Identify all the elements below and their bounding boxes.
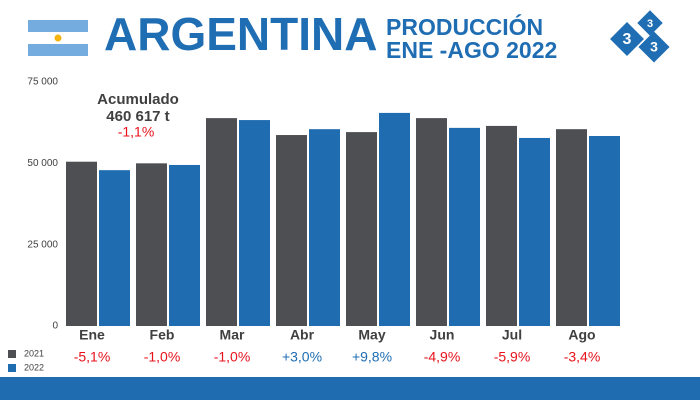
x-tick-label: Feb [150, 327, 175, 343]
bar [309, 129, 340, 326]
bar [206, 118, 237, 326]
y-tick-label: 75 000 [27, 77, 58, 88]
change-label: -1,0% [144, 349, 181, 365]
x-tick-label: Jun [430, 327, 455, 343]
bar [169, 164, 200, 326]
footer-band [0, 377, 700, 400]
bar [379, 112, 410, 326]
change-label: -5,1% [74, 349, 111, 365]
change-label: -5,9% [494, 349, 531, 365]
legend-swatch [8, 364, 16, 372]
x-tick-label: Ago [568, 327, 595, 343]
change-label: +3,0% [282, 349, 322, 365]
subtitle: PRODUCCIÓN [386, 13, 543, 40]
x-tick-label: Ene [79, 327, 105, 343]
y-tick-label: 50 000 [27, 158, 58, 169]
x-tick-label: May [358, 327, 385, 343]
logo-digit: 3 [623, 31, 632, 48]
change-label: -3,4% [564, 349, 601, 365]
change-label: -4,9% [424, 349, 461, 365]
x-tick-label: Jul [502, 327, 522, 343]
bar [556, 129, 587, 326]
logo: 3 3 3 [610, 10, 670, 63]
subtitle: ENE -AGO 2022 [386, 37, 557, 63]
bar [486, 125, 517, 326]
annotation-title: Acumulado [97, 91, 179, 108]
bar [449, 127, 480, 326]
legend-label: 2021 [24, 348, 44, 358]
bar [136, 163, 167, 326]
flag [28, 20, 88, 56]
change-label: +9,8% [352, 349, 392, 365]
bar [519, 137, 550, 326]
bar [239, 120, 270, 327]
bar [589, 136, 620, 326]
legend-swatch [8, 350, 16, 358]
bar [99, 170, 130, 326]
change-label: -1,0% [214, 349, 251, 365]
bar [66, 161, 97, 326]
y-tick-label: 0 [52, 321, 58, 332]
x-tick-label: Mar [220, 327, 245, 343]
x-tick-label: Abr [290, 327, 315, 343]
chart-title: ARGENTINA [104, 8, 377, 60]
logo-digit: 3 [650, 39, 658, 55]
bar [346, 132, 377, 326]
bar [276, 135, 307, 326]
annotation-change: -1,1% [118, 124, 155, 140]
bar [416, 118, 447, 326]
logo-digit: 3 [647, 18, 653, 30]
legend-label: 2022 [24, 362, 44, 372]
annotation-total: 460 617 t [106, 108, 169, 125]
y-tick-label: 25 000 [27, 239, 58, 250]
